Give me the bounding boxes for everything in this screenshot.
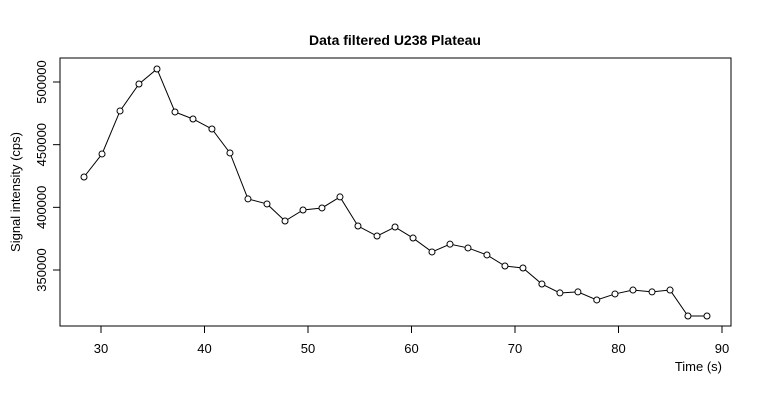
x-tick-label: 60	[404, 341, 418, 356]
y-tick-label: 450000	[34, 123, 49, 166]
x-tick-label: 30	[94, 341, 108, 356]
x-tick-label: 50	[301, 341, 315, 356]
y-tick-label: 500000	[34, 60, 49, 103]
data-point	[226, 149, 234, 157]
data-point	[703, 312, 711, 320]
data-point	[318, 204, 326, 212]
data-point	[629, 286, 637, 294]
y-tick-label: 350000	[34, 248, 49, 291]
x-axis-label: Time (s)	[675, 359, 722, 374]
x-tick-label: 70	[508, 341, 522, 356]
data-point	[116, 107, 124, 115]
data-point	[281, 217, 289, 225]
data-point	[244, 195, 252, 203]
data-point	[373, 232, 381, 240]
x-tick-label: 80	[611, 341, 625, 356]
data-point	[519, 264, 527, 272]
chart-title: Data filtered U238 Plateau	[309, 32, 481, 48]
data-point	[336, 193, 344, 201]
data-point	[171, 108, 179, 116]
data-point	[153, 65, 161, 73]
data-point	[446, 240, 454, 248]
data-point	[409, 234, 417, 242]
data-point	[135, 80, 143, 88]
data-point	[611, 290, 619, 298]
x-tick-label: 40	[197, 341, 211, 356]
data-point	[684, 312, 692, 320]
data-point	[593, 296, 601, 304]
data-point	[428, 248, 436, 256]
data-point	[556, 289, 564, 297]
data-point	[391, 223, 399, 231]
data-point	[98, 150, 106, 158]
data-point	[299, 206, 307, 214]
data-point	[464, 244, 472, 252]
data-point	[648, 288, 656, 296]
x-tick-label: 90	[715, 341, 729, 356]
data-point	[208, 125, 216, 133]
y-tick-label: 400000	[34, 186, 49, 229]
data-point	[80, 173, 88, 181]
y-axis-label: Signal intensity (cps)	[8, 132, 23, 252]
data-point	[666, 286, 674, 294]
data-point	[483, 251, 491, 259]
data-point	[574, 288, 582, 296]
data-point	[354, 222, 362, 230]
data-point	[189, 115, 197, 123]
data-point	[501, 262, 509, 270]
data-point	[538, 280, 546, 288]
data-point	[263, 200, 271, 208]
